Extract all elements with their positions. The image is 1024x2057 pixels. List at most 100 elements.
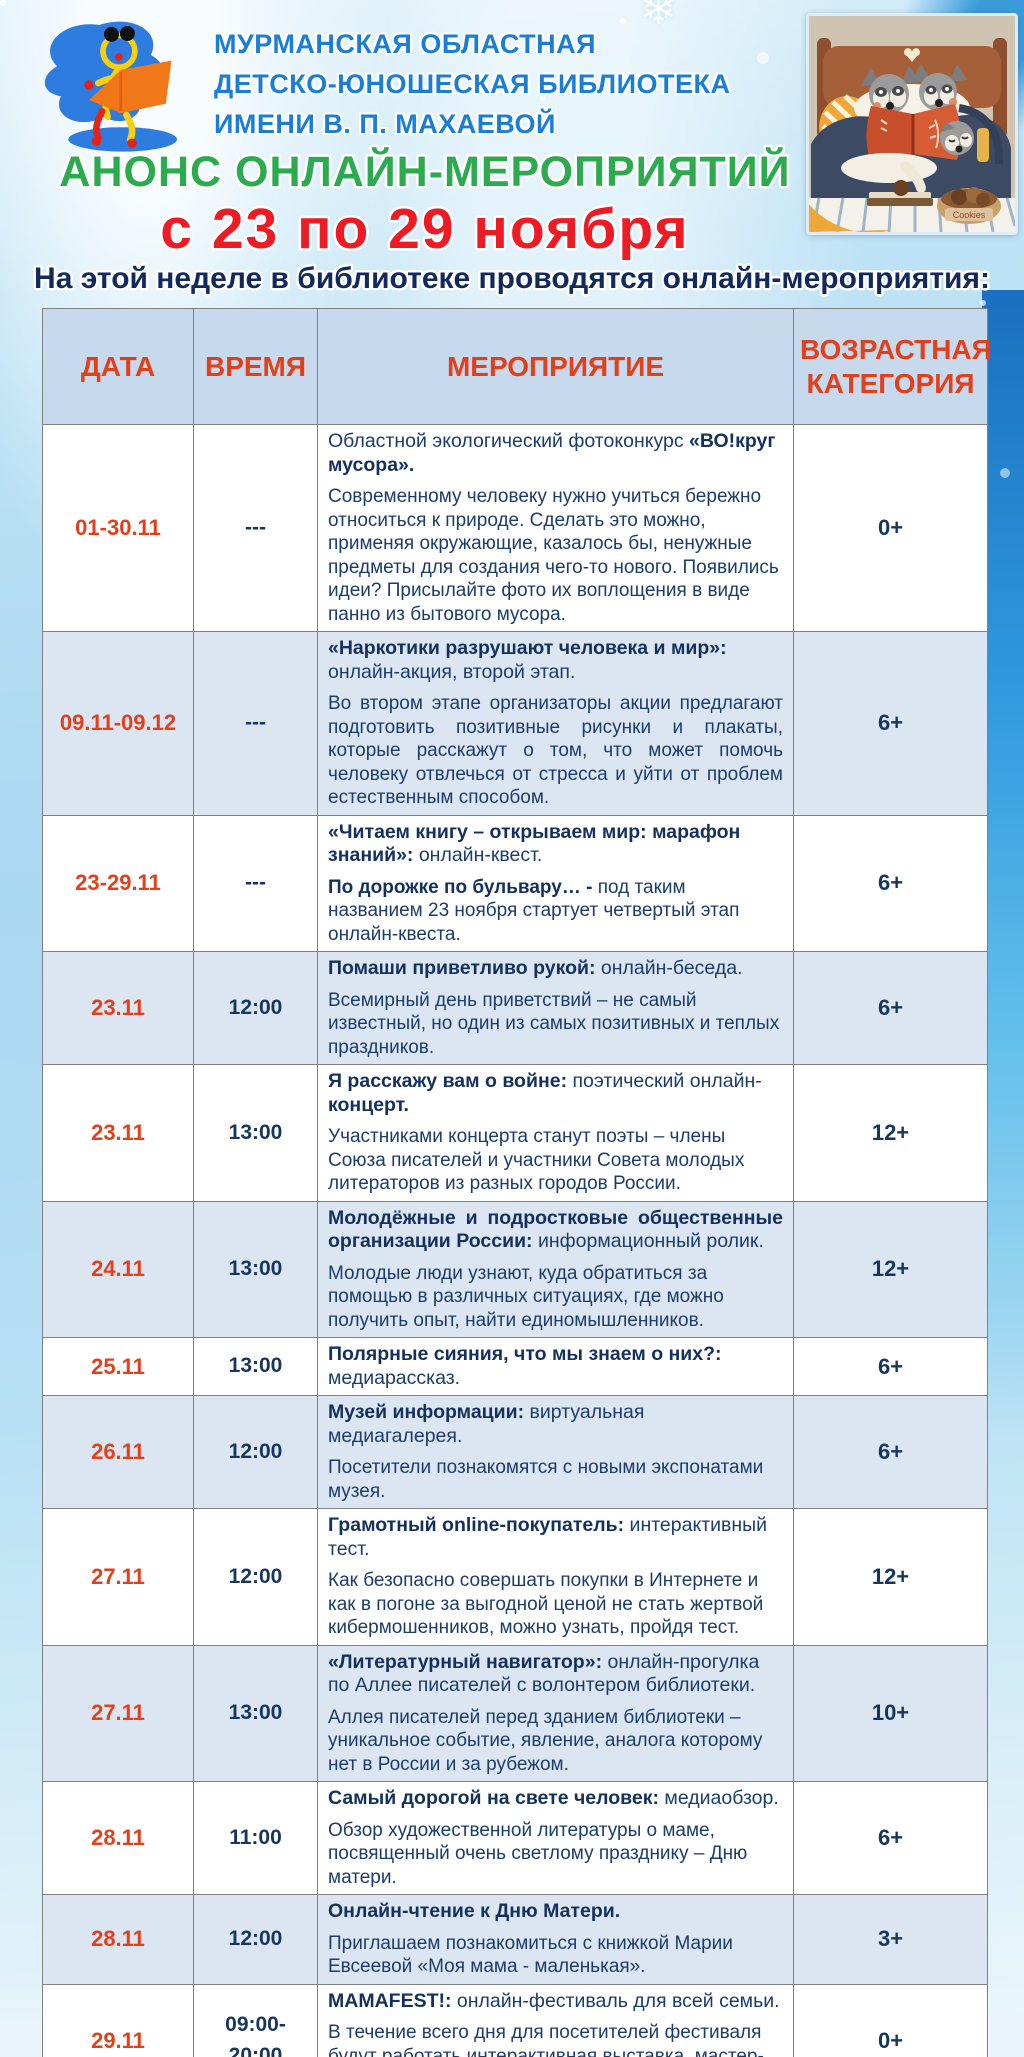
event-text-bold: MAMAFEST!:	[328, 1989, 452, 2012]
event-date-cell: 01-30.11	[42, 424, 194, 633]
library-name-line: ДЕТСКО-ЮНОШЕСКАЯ БИБЛИОТЕКА	[214, 69, 731, 99]
event-cell: MAMAFEST!: онлайн-фестиваль для всей сем…	[317, 1983, 794, 2057]
event-description: Аллея писателей перед зданием библиотеки…	[328, 1706, 783, 1777]
table-row: 09.11-09.12 --- «Наркотики разрушают челов…	[42, 631, 988, 816]
event-time-cell: 13:00	[193, 1200, 318, 1339]
event-time-cell: 13:00	[193, 1064, 318, 1202]
event-text: виртуальная медиагалерея.	[328, 1401, 645, 1447]
raccoon-face	[861, 66, 921, 114]
event-title: MAMAFEST!: онлайн-фестиваль для всей сем…	[328, 1990, 783, 2014]
event-cell: Полярные сияния, что мы знаем о них?: ме…	[317, 1337, 794, 1397]
event-cell: Областной экологический фотоконкурс «ВО!…	[317, 424, 794, 633]
event-cell: Онлайн-чтение к Дню Матери. Приглашаем по…	[317, 1894, 794, 1985]
library-logo-icon	[28, 10, 208, 160]
event-description: Всемирный день приветствий – не самый из…	[328, 989, 783, 1060]
event-text: Приглашаем познакомиться с книжкой Марии…	[328, 1932, 733, 1978]
event-text: онлайн-акция, второй этап.	[328, 660, 576, 683]
event-date-cell: 23-29.11	[42, 814, 194, 953]
event-age-cell: 12+	[793, 1064, 988, 1202]
table-row: 01-30.11 --- Областной экологический фоток…	[42, 424, 988, 633]
event-text-bold: концерт.	[328, 1093, 409, 1116]
event-age-cell: 6+	[793, 814, 988, 953]
event-title: Онлайн-чтение к Дню Матери.	[328, 1900, 783, 1924]
event-cell: Молодёжные и подростковые общественные о…	[317, 1200, 794, 1339]
event-text: онлайн-прогулка по Аллее писателей с вол…	[328, 1650, 760, 1697]
events-table: ДАТА ВРЕМЯ МЕРОПРИЯТИЕ ВОЗРАСТНАЯ КАТЕГО…	[42, 307, 992, 2057]
event-description: Во втором этапе организаторы акции предл…	[328, 692, 783, 810]
table-row: 23.11 12:00 Помаши приветливо рукой: онлай…	[42, 951, 988, 1066]
event-text-bold: Я расскажу вам о войне:	[328, 1070, 568, 1093]
event-title: Полярные сияния, что мы знаем о них?: ме…	[328, 1343, 783, 1390]
event-age-cell: 6+	[793, 1337, 988, 1397]
event-text: В течение всего дня для посетителей фест…	[328, 2022, 764, 2057]
page-title: АНОНС ОНЛАЙН-МЕРОПРИЯТИЙ	[59, 148, 791, 196]
event-age-cell: 12+	[793, 1200, 988, 1339]
event-description: В течение всего дня для посетителей фест…	[328, 2021, 783, 2057]
cookie-bowl: Cookies	[937, 187, 1001, 224]
event-text-bold: «ВО!круг мусора».	[328, 430, 776, 476]
event-cell: Самый дорогой на свете человек: медиаобз…	[317, 1781, 794, 1896]
event-date-cell: 29.11	[42, 1983, 194, 2057]
table-row: 24.11 13:00 Молодёжные и подростковые обще…	[42, 1200, 988, 1339]
column-header-time: ВРЕМЯ	[193, 307, 318, 426]
event-text: Посетители познакомятся с новыми экспона…	[328, 1457, 764, 1502]
event-text-bold: Самый дорогой на свете человек:	[328, 1787, 659, 1810]
event-title: Музей информации: виртуальная медиагалер…	[328, 1401, 783, 1448]
column-header-event: МЕРОПРИЯТИЕ	[317, 307, 794, 426]
event-date-cell: 27.11	[42, 1644, 194, 1783]
event-date-cell: 26.11	[42, 1395, 194, 1510]
event-date-cell: 28.11	[42, 1781, 194, 1896]
library-name-line: ИМЕНИ В. П. МАХАЕВОЙ	[214, 109, 556, 139]
snow-dots-decoration	[0, 0, 6, 6]
event-text: Как безопасно совершать покупки в Интерн…	[328, 1570, 764, 1639]
event-date-cell: 23.11	[42, 1064, 194, 1202]
event-age-cell: 6+	[793, 951, 988, 1066]
event-text: медиарассказ.	[328, 1366, 461, 1389]
event-title: «Литературный навигатор»: онлайн-прогулк…	[328, 1651, 783, 1698]
event-description: Молодые люди узнают, куда обратиться за …	[328, 1262, 783, 1333]
events-table-header: ДАТА ВРЕМЯ МЕРОПРИЯТИЕ ВОЗРАСТНАЯ КАТЕГО…	[42, 307, 992, 426]
column-header-age: ВОЗРАСТНАЯ КАТЕГОРИЯ	[793, 307, 992, 426]
event-text: Участниками концерта станут поэты – член…	[328, 1126, 745, 1195]
event-description: Обзор художественной литературы о маме, …	[328, 1819, 783, 1890]
event-age-cell: 0+	[793, 1983, 988, 2057]
event-text: под таким названием 23 ноября стартует ч…	[328, 876, 740, 945]
event-description: Участниками концерта станут поэты – член…	[328, 1125, 783, 1196]
event-date-cell: 09.11-09.12	[42, 631, 194, 816]
event-cell: «Наркотики разрушают человека и мир»: он…	[317, 631, 794, 816]
header-row: ДАТА ВРЕМЯ МЕРОПРИЯТИЕ ВОЗРАСТНАЯ КАТЕГО…	[42, 307, 992, 426]
event-date-cell: 28.11	[42, 1894, 194, 1985]
event-text: Молодые люди узнают, куда обратиться за …	[328, 1262, 724, 1331]
event-text-bold: «Читаем книгу – открываем мир: марафон з…	[328, 820, 741, 867]
event-text-bold: Музей информации:	[328, 1401, 525, 1424]
event-title: Областной экологический фотоконкурс «ВО!…	[328, 430, 783, 477]
event-age-cell: 6+	[793, 1781, 988, 1896]
table-row: 23.11 13:00 Я расскажу вам о войне: поэтич…	[42, 1064, 988, 1202]
snowflake-icon: ❄	[640, 0, 677, 34]
raccoons-illustration-drawing: Cookies	[809, 16, 1015, 232]
event-date-cell: 27.11	[42, 1508, 194, 1646]
event-age-cell: 6+	[793, 1395, 988, 1510]
event-age-cell: 0+	[793, 424, 988, 633]
event-title: Грамотный online-покупатель: интерактивн…	[328, 1514, 783, 1561]
library-name-line: МУРМАНСКАЯ ОБЛАСТНАЯ	[214, 29, 597, 59]
table-row: 26.11 12:00 Музей информации: виртуальная …	[42, 1395, 988, 1510]
event-text: Аллея писателей перед зданием библиотеки…	[328, 1706, 763, 1775]
event-time-cell: 12:00	[193, 1894, 318, 1985]
event-text: онлайн-беседа.	[595, 957, 743, 980]
event-text-bold: Полярные сияния, что мы знаем о них?:	[328, 1343, 722, 1366]
event-text: информационный ролик.	[532, 1230, 764, 1253]
event-text: поэтический онлайн-	[567, 1070, 762, 1093]
raccoons-reading-illustration: Cookies	[806, 13, 1018, 235]
event-time-cell: 12:00	[193, 1508, 318, 1646]
table-row: 27.11 13:00 «Литературный навигатор»: онла…	[42, 1644, 988, 1783]
event-time-cell: ---	[193, 814, 318, 953]
table-row: 27.11 12:00 Грамотный online-покупатель: и…	[42, 1508, 988, 1646]
table-row: 23-29.11 --- «Читаем книгу – открываем мир…	[42, 814, 988, 953]
cookies-label: Cookies	[953, 210, 986, 220]
event-date-cell: 24.11	[42, 1200, 194, 1339]
event-time-cell: 12:00	[193, 951, 318, 1066]
event-text: Обзор художественной литературы о маме, …	[328, 1819, 748, 1888]
event-text: Во втором этапе организаторы акции предл…	[328, 693, 783, 809]
